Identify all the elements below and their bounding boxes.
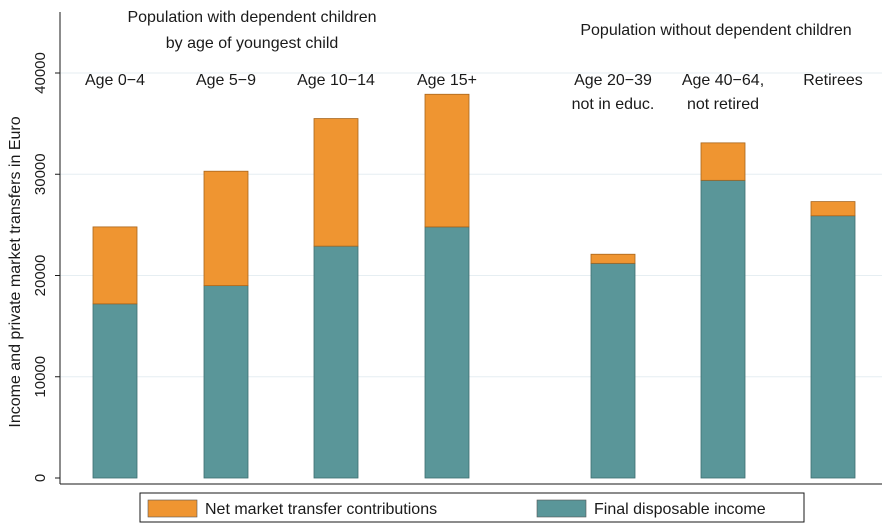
- bar-net-market-transfer: [92, 226, 138, 305]
- y-tick-label: 30000: [32, 153, 49, 195]
- y-tick-label: 40000: [32, 52, 49, 94]
- bar-final-disposable-income: [590, 262, 636, 479]
- bar-final-disposable-income: [92, 303, 138, 479]
- bar-net-market-transfer: [203, 170, 249, 287]
- bar-net-market-transfer: [424, 93, 470, 228]
- legend-swatch: [536, 499, 587, 518]
- category-label: Age 10−14: [297, 72, 375, 89]
- legend-label: Final disposable income: [594, 501, 766, 518]
- bar-final-disposable-income: [700, 179, 746, 479]
- legend-swatch: [147, 499, 198, 518]
- y-tick-label: 0: [32, 474, 49, 482]
- category-label: not in educ.: [572, 96, 655, 113]
- legend: Net market transfer contributions Final d…: [139, 492, 805, 523]
- category-label: Retirees: [803, 72, 863, 89]
- y-axis: 0 10000 20000 30000 40000: [32, 12, 61, 484]
- category-labels: Age 0−4 Age 5−9 Age 10−14 Age 15+ Age 20−39 n…: [85, 72, 863, 113]
- category-label: Age 20−39: [574, 72, 652, 89]
- bars: [92, 93, 856, 479]
- group-title: by age of youngest child: [166, 35, 339, 52]
- group-title: Population with dependent children: [127, 9, 376, 26]
- legend-box: [139, 492, 805, 523]
- group-titles: Population with dependent children by age…: [127, 9, 851, 52]
- group-title: Population without dependent children: [580, 22, 851, 39]
- y-tick-label: 10000: [32, 356, 49, 398]
- category-label: Age 0−4: [85, 72, 145, 89]
- category-label: Age 15+: [417, 72, 477, 89]
- bar-net-market-transfer: [313, 118, 359, 247]
- legend-label: Net market transfer contributions: [205, 501, 437, 518]
- bar-final-disposable-income: [810, 215, 856, 479]
- bar-final-disposable-income: [313, 245, 359, 479]
- bar-net-market-transfer: [700, 142, 746, 181]
- bar-net-market-transfer: [810, 201, 856, 217]
- grid-lines: [60, 72, 882, 378]
- bar-final-disposable-income: [203, 285, 249, 479]
- y-tick-label: 20000: [32, 255, 49, 297]
- category-label: Age 5−9: [196, 72, 256, 89]
- bar-final-disposable-income: [424, 226, 470, 479]
- category-label: not retired: [687, 96, 759, 113]
- category-label: Age 40−64,: [682, 72, 764, 89]
- y-axis-label: Income and private market transfers in E…: [7, 116, 24, 427]
- bar-net-market-transfer: [590, 253, 636, 264]
